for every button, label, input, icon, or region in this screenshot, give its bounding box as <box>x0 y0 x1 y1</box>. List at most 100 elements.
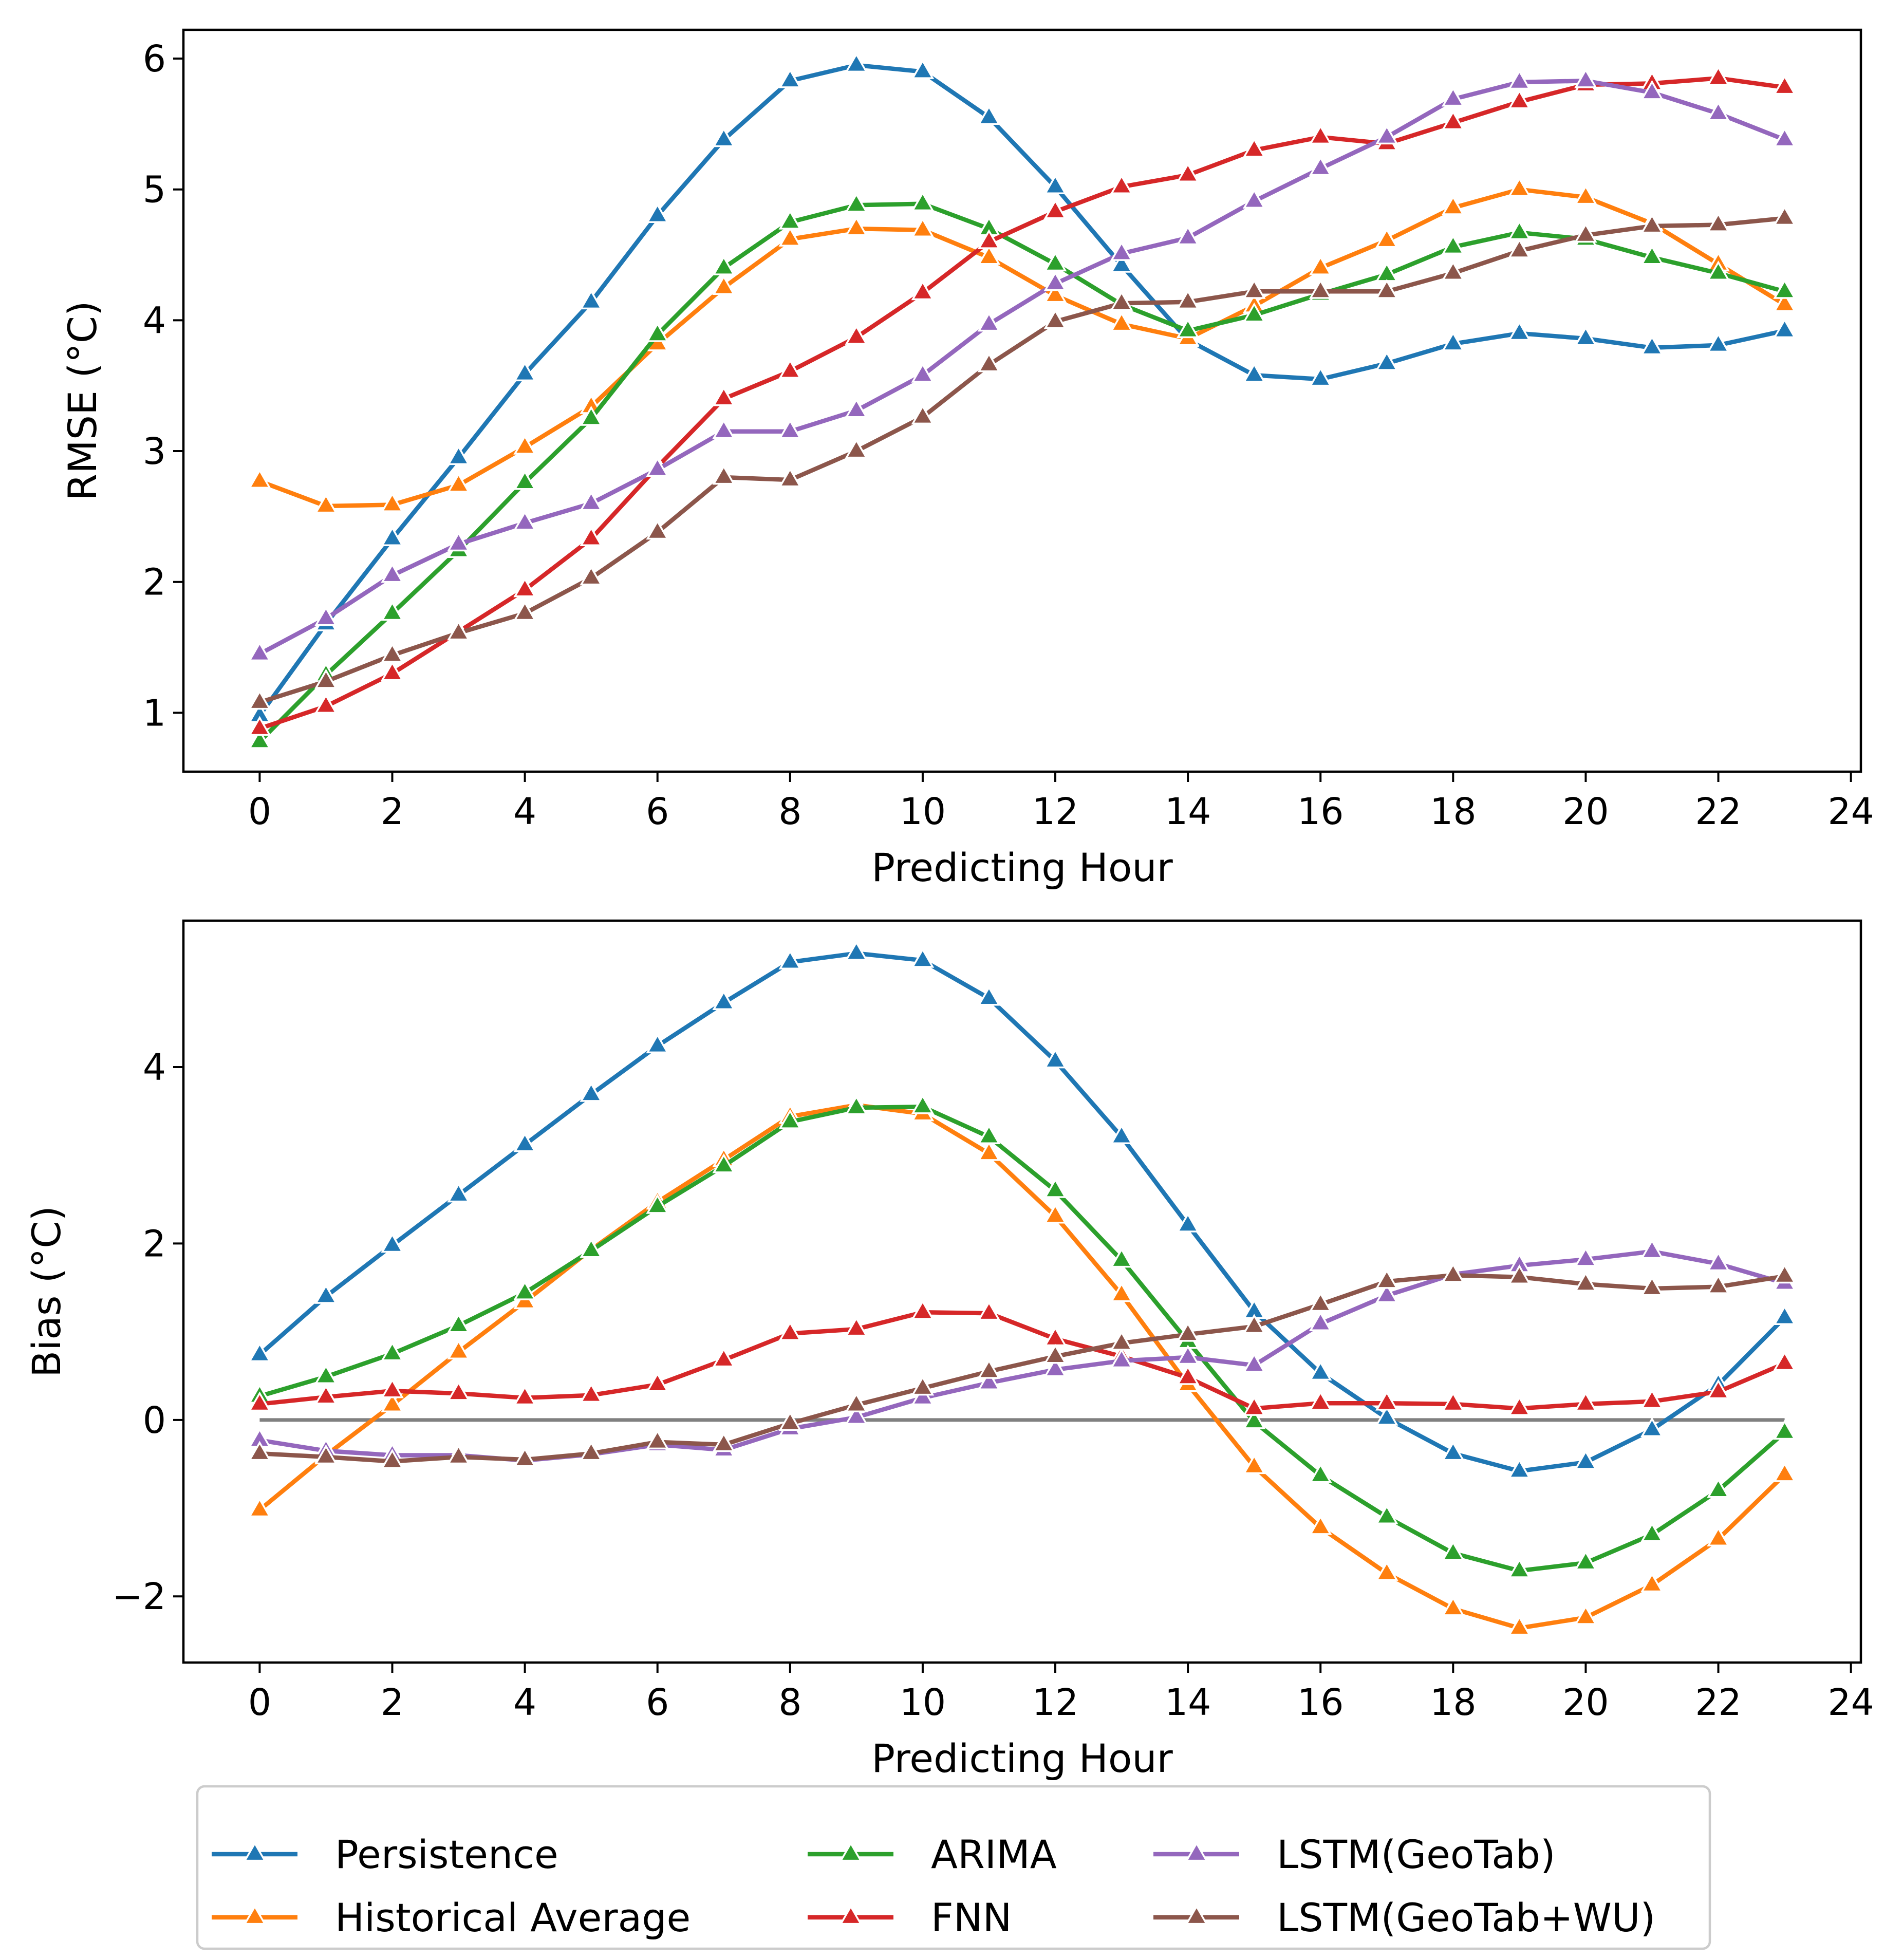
data-point <box>712 990 736 1011</box>
data-point <box>911 217 935 238</box>
legend-marker <box>243 1905 267 1925</box>
x-tick-label: 8 <box>778 790 801 833</box>
x-tick-label: 6 <box>646 1681 669 1724</box>
data-point <box>1508 1264 1531 1285</box>
data-point <box>1441 195 1465 215</box>
legend-label: ARIMA <box>931 1832 1057 1877</box>
data-point <box>1773 318 1796 339</box>
data-point <box>580 565 603 586</box>
x-tick-label: 16 <box>1297 790 1344 833</box>
data-point <box>1242 1314 1266 1334</box>
data-point <box>381 642 404 663</box>
legend-label: LSTM(GeoTab) <box>1277 1832 1556 1877</box>
data-point <box>977 105 1001 125</box>
data-point <box>381 1378 404 1398</box>
legend-marker <box>1185 1841 1208 1862</box>
x-tick-label: 12 <box>1032 790 1078 833</box>
data-point <box>1441 331 1465 351</box>
legend: Persistence Historical Average ARIMA FNN LST… <box>196 1785 1711 1950</box>
data-point <box>1375 350 1398 371</box>
data-point <box>1375 1504 1398 1525</box>
data-point <box>1110 311 1133 332</box>
data-point <box>1707 1274 1730 1294</box>
data-point <box>1176 1365 1200 1385</box>
x-tick-label: 6 <box>646 790 669 833</box>
y-tick-label: −2 <box>112 1575 166 1618</box>
y-axis-title: RMSE (°C) <box>60 301 105 500</box>
data-point <box>1574 1604 1597 1625</box>
legend-entry: ARIMA <box>808 1832 1057 1877</box>
data-point <box>381 661 404 681</box>
series-line <box>257 216 1787 705</box>
series-line <box>257 1310 1788 1411</box>
data-point <box>1242 137 1266 158</box>
data-point <box>1242 362 1266 383</box>
x-axis-title: Predicting Hour <box>871 845 1173 890</box>
y-tick-label: 3 <box>143 430 166 473</box>
series-line <box>256 1103 1788 1631</box>
data-point <box>1242 302 1266 323</box>
data-point <box>1640 213 1664 234</box>
x-tick-label: 8 <box>778 1681 801 1724</box>
data-point <box>447 472 470 493</box>
data-point <box>1773 1420 1796 1440</box>
data-point <box>1309 1390 1332 1411</box>
data-point <box>1707 1526 1730 1546</box>
axes-frame <box>182 28 1862 773</box>
data-point <box>1773 1305 1796 1326</box>
data-point <box>646 519 669 540</box>
data-point <box>381 601 404 621</box>
data-point <box>1640 245 1664 265</box>
x-tick-label: 24 <box>1827 790 1874 833</box>
data-point <box>381 526 404 547</box>
y-tick-label: 0 <box>143 1399 166 1442</box>
data-point <box>1242 189 1266 209</box>
data-point <box>1441 110 1465 130</box>
data-point <box>1242 278 1266 299</box>
data-point <box>977 352 1001 372</box>
legend-entry: FNN <box>808 1895 1012 1940</box>
legend-label: Historical Average <box>335 1895 691 1940</box>
data-point <box>1773 206 1796 226</box>
data-point <box>1375 1405 1398 1426</box>
series-lstm-geotab- <box>248 68 1796 662</box>
data-point <box>1574 222 1597 243</box>
data-point <box>513 1447 536 1467</box>
data-point <box>447 531 470 552</box>
data-point <box>1043 1178 1067 1198</box>
data-point <box>1574 184 1597 205</box>
data-point <box>1043 309 1067 329</box>
data-point <box>1043 1048 1067 1069</box>
data-point <box>580 405 603 426</box>
data-point <box>447 1380 470 1401</box>
data-point <box>1773 1462 1796 1482</box>
data-point <box>1242 1395 1266 1416</box>
series-line <box>257 1273 1787 1464</box>
data-point <box>1110 240 1133 261</box>
legend-entry: LSTM(GeoTab+WU) <box>1153 1895 1655 1940</box>
data-point <box>1508 1458 1531 1479</box>
data-point <box>778 68 802 88</box>
data-point <box>1176 289 1200 310</box>
series-line <box>256 201 1787 745</box>
data-point <box>1707 332 1730 353</box>
data-point <box>1441 86 1465 107</box>
data-point <box>580 1441 603 1461</box>
data-point <box>977 1370 1001 1391</box>
data-point <box>248 1342 271 1362</box>
data-point <box>646 457 669 477</box>
data-point <box>712 127 736 147</box>
data-point <box>513 470 536 490</box>
data-point <box>1574 1449 1597 1470</box>
data-point <box>1110 1247 1133 1268</box>
data-point <box>1773 127 1796 147</box>
data-point <box>712 1347 736 1368</box>
data-point <box>1110 252 1133 273</box>
data-point <box>845 52 868 73</box>
data-point <box>1176 1321 1200 1342</box>
data-point <box>778 467 802 488</box>
data-point <box>712 386 736 406</box>
data-point <box>1640 1417 1664 1438</box>
data-point <box>1441 1391 1465 1412</box>
